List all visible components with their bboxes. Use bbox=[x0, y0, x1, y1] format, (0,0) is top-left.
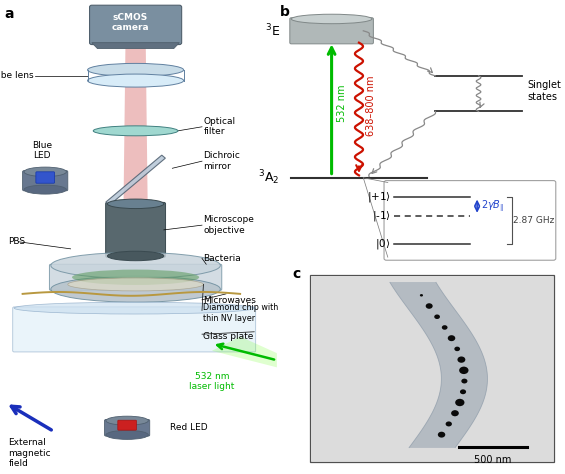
FancyBboxPatch shape bbox=[49, 264, 221, 290]
Text: b: b bbox=[280, 5, 290, 19]
Ellipse shape bbox=[459, 366, 468, 374]
FancyBboxPatch shape bbox=[36, 172, 54, 183]
Ellipse shape bbox=[458, 356, 466, 363]
FancyBboxPatch shape bbox=[12, 307, 255, 352]
Ellipse shape bbox=[438, 432, 445, 438]
Text: 532 nm: 532 nm bbox=[337, 84, 347, 122]
Ellipse shape bbox=[454, 346, 460, 351]
Text: 532 nm
laser light: 532 nm laser light bbox=[189, 372, 234, 392]
Polygon shape bbox=[106, 155, 166, 205]
Ellipse shape bbox=[442, 325, 447, 330]
Text: Glass plate: Glass plate bbox=[203, 332, 254, 341]
Text: Optical
filter: Optical filter bbox=[203, 117, 236, 137]
Text: 638–800 nm: 638–800 nm bbox=[366, 75, 376, 136]
Text: $^3$A$_2$: $^3$A$_2$ bbox=[258, 168, 280, 187]
FancyBboxPatch shape bbox=[23, 171, 68, 191]
Text: Bacteria: Bacteria bbox=[203, 254, 241, 263]
Text: Singlet
states: Singlet states bbox=[528, 81, 562, 102]
Text: sCMOS
camera: sCMOS camera bbox=[111, 13, 149, 32]
Text: External
magnetic
field: External magnetic field bbox=[8, 438, 51, 468]
Polygon shape bbox=[123, 24, 148, 256]
Text: Microwaves: Microwaves bbox=[203, 297, 257, 305]
Text: $|$+1$\rangle$: $|$+1$\rangle$ bbox=[367, 190, 390, 204]
Ellipse shape bbox=[88, 64, 184, 76]
Text: Tube lens: Tube lens bbox=[0, 72, 34, 80]
Ellipse shape bbox=[24, 167, 67, 177]
Ellipse shape bbox=[446, 421, 452, 427]
Text: PBS: PBS bbox=[8, 237, 25, 246]
Ellipse shape bbox=[420, 294, 423, 297]
FancyBboxPatch shape bbox=[384, 181, 556, 260]
Text: Red LED: Red LED bbox=[170, 423, 207, 432]
Text: $|$0$\rangle$: $|$0$\rangle$ bbox=[376, 237, 390, 251]
Ellipse shape bbox=[451, 410, 459, 416]
Text: $2\gamma B_{\|}$: $2\gamma B_{\|}$ bbox=[481, 198, 504, 214]
Text: 500 nm: 500 nm bbox=[474, 455, 511, 465]
Ellipse shape bbox=[455, 399, 464, 406]
Ellipse shape bbox=[107, 251, 164, 261]
FancyBboxPatch shape bbox=[105, 419, 150, 436]
Ellipse shape bbox=[425, 303, 433, 309]
FancyBboxPatch shape bbox=[106, 202, 166, 257]
Text: Diamond chip with
thin NV layer: Diamond chip with thin NV layer bbox=[203, 303, 279, 322]
Text: c: c bbox=[292, 266, 301, 281]
Ellipse shape bbox=[461, 379, 467, 383]
Text: $|$-1$\rangle$: $|$-1$\rangle$ bbox=[372, 209, 390, 223]
Ellipse shape bbox=[106, 430, 148, 439]
Ellipse shape bbox=[24, 185, 67, 194]
Polygon shape bbox=[390, 282, 488, 448]
Ellipse shape bbox=[88, 74, 184, 87]
Text: $^3$E: $^3$E bbox=[264, 22, 280, 39]
FancyBboxPatch shape bbox=[290, 18, 373, 44]
Ellipse shape bbox=[14, 302, 254, 314]
Text: a: a bbox=[5, 7, 14, 21]
Ellipse shape bbox=[447, 335, 455, 341]
Ellipse shape bbox=[460, 389, 466, 394]
Ellipse shape bbox=[107, 199, 164, 209]
Text: Blue
LED: Blue LED bbox=[32, 141, 53, 160]
Polygon shape bbox=[212, 337, 277, 367]
Ellipse shape bbox=[106, 416, 148, 425]
Ellipse shape bbox=[68, 278, 203, 291]
FancyBboxPatch shape bbox=[118, 420, 137, 430]
Text: 2.87 GHz: 2.87 GHz bbox=[513, 216, 554, 225]
FancyBboxPatch shape bbox=[310, 275, 554, 462]
FancyBboxPatch shape bbox=[89, 5, 181, 45]
Text: Microscope
objective: Microscope objective bbox=[203, 216, 254, 235]
Ellipse shape bbox=[51, 252, 220, 279]
FancyBboxPatch shape bbox=[311, 276, 553, 461]
Ellipse shape bbox=[93, 126, 178, 136]
Polygon shape bbox=[92, 43, 179, 49]
Ellipse shape bbox=[51, 276, 220, 302]
Ellipse shape bbox=[72, 270, 199, 285]
Ellipse shape bbox=[292, 14, 372, 24]
Text: Dichroic
mirror: Dichroic mirror bbox=[203, 152, 240, 171]
Ellipse shape bbox=[434, 314, 440, 319]
